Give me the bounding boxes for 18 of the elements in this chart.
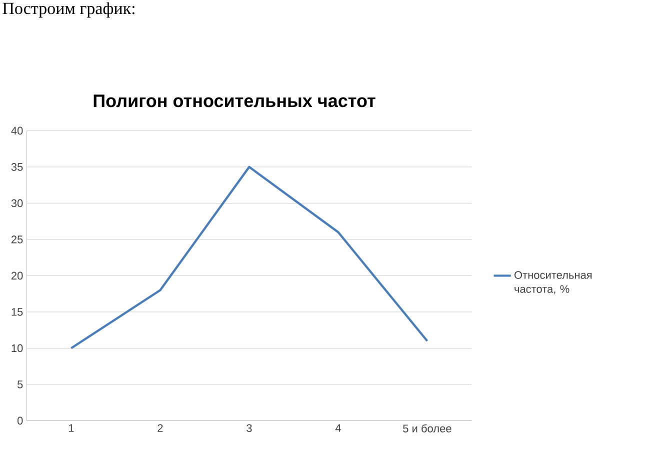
x-tick-label: 2	[158, 424, 163, 432]
y-tick-label: 40	[11, 126, 23, 135]
line-series	[70, 166, 428, 350]
y-tick-label: 25	[11, 236, 23, 244]
y-tick-label: 10	[12, 344, 23, 352]
y-tick-label: 20	[11, 272, 23, 280]
x-tick-label: 1	[68, 424, 74, 432]
y-tick-label: 35	[11, 163, 23, 171]
y-tick-label: 5	[17, 380, 23, 388]
x-tick-label: 5 и более	[403, 424, 452, 432]
y-tick-label: 0	[17, 416, 23, 425]
x-tick-label: 4	[335, 424, 341, 432]
legend-label: Относительная частота, %	[514, 271, 592, 294]
y-tick-label: 15	[12, 308, 23, 316]
text: Построим график:	[2, 2, 134, 18]
x-tick-label: 3	[246, 424, 252, 432]
chart-title: Полигон относительных частот	[94, 94, 376, 108]
y-tick-label: 30	[11, 199, 23, 208]
